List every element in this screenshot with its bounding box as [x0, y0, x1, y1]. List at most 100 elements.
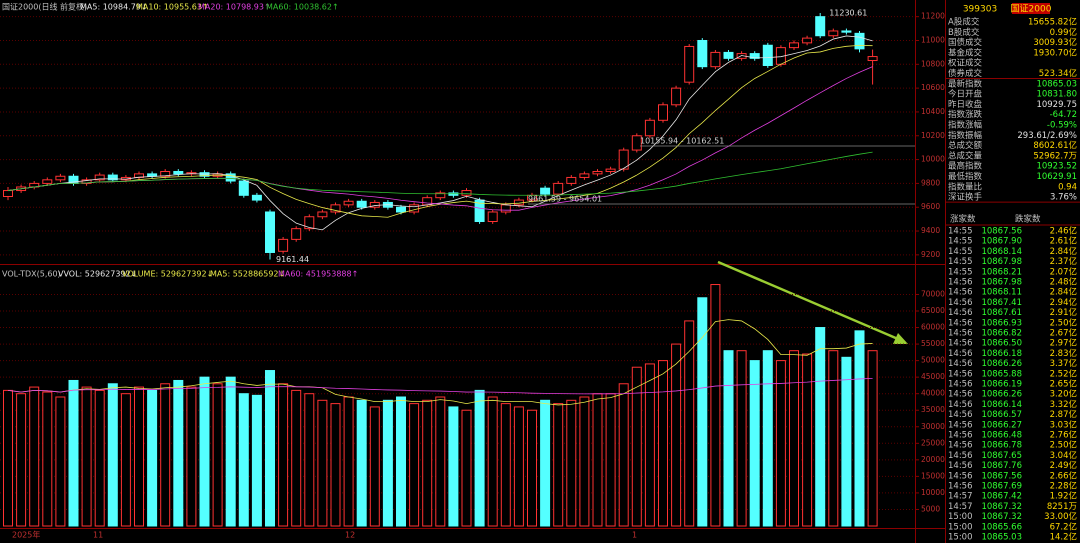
volume-bar [304, 393, 315, 527]
candle-body [592, 170, 603, 175]
volume-bar [841, 356, 852, 527]
candle-body [42, 179, 53, 184]
tick-price: 10867.98 [981, 257, 1022, 267]
candle-body [107, 174, 118, 181]
tick-time: 14:56 [948, 420, 973, 430]
volume-bar [513, 406, 524, 527]
tick-amount: 2.66亿 [1050, 470, 1077, 481]
quote-value: 3.76% [1050, 193, 1077, 203]
tick-time: 14:56 [948, 390, 973, 400]
quote-value: 10929.75 [1036, 100, 1077, 110]
volume-bar [199, 376, 210, 527]
tick-time: 14:56 [948, 471, 973, 481]
candle-body [815, 16, 826, 37]
volume-bar [579, 396, 590, 527]
quote-label: 最新指数 [948, 78, 983, 89]
tick-time: 14:56 [948, 400, 973, 410]
quote-label: 债券成交 [948, 68, 983, 79]
legend-entry: VOLUME: 529627392↓ [122, 270, 213, 279]
quote-label: 总成交额 [948, 140, 983, 151]
legend-entry: MA5: 10984.79↓ [80, 3, 148, 12]
quote-label: B股成交 [948, 27, 980, 38]
tick-price: 10867.56 [981, 227, 1022, 237]
tick-amount: 2.84亿 [1050, 246, 1077, 257]
tick-amount: 2.76亿 [1050, 430, 1077, 441]
tick-time: 14:56 [948, 359, 973, 369]
volume-bar [160, 383, 171, 527]
ma-line [7, 151, 873, 196]
tick-price: 10866.57 [981, 410, 1022, 420]
tick-time: 14:55 [948, 237, 973, 247]
volume-bar [225, 376, 236, 527]
quote-label: 指数量比 [948, 181, 982, 192]
quote-label: 最高指数 [948, 161, 983, 172]
candle-body [343, 200, 354, 206]
volume-bar [409, 403, 420, 527]
volume-bar [107, 383, 118, 527]
candle-body [802, 37, 813, 44]
volume-bar [265, 370, 275, 527]
tick-amount: 33.00亿 [1044, 511, 1077, 522]
y-tick-label: 10600 [921, 83, 945, 92]
volume-bar [120, 393, 131, 527]
candle-body [487, 211, 498, 223]
volume-bar [291, 389, 302, 527]
tick-price: 10868.21 [981, 267, 1022, 277]
tick-amount: 3.03亿 [1050, 419, 1077, 430]
candle-body [671, 87, 682, 106]
volume-bar [42, 391, 53, 527]
y-tick-label: 15000 [921, 471, 945, 480]
y-tick-label: 10000 [921, 488, 945, 497]
tick-price: 10867.41 [981, 298, 1022, 308]
tick-price: 10867.76 [981, 461, 1022, 471]
tick-amount: 14.2亿 [1050, 532, 1077, 543]
candle-body [330, 204, 341, 213]
quote-value: 15655.82亿 [1028, 17, 1077, 28]
candle-body [474, 199, 485, 223]
legend-entry: VVOL: 529627392↓ [58, 270, 137, 279]
annotation: 9661.59 - 9654.01 [528, 195, 602, 204]
candle-body [710, 51, 721, 68]
tick-amount: 2.28亿 [1050, 481, 1077, 492]
tick-time: 14:56 [948, 339, 973, 349]
volume-bar [527, 409, 537, 527]
low-label: 9161.44 [276, 255, 309, 264]
candle-body [238, 180, 249, 196]
tick-price: 10866.26 [981, 359, 1022, 369]
candle-body [658, 104, 668, 121]
tick-price: 10866.19 [981, 380, 1022, 390]
quote-value: 52962.7万 [1033, 151, 1077, 161]
candle-body [396, 206, 406, 213]
candle-body [251, 194, 262, 201]
tick-price: 10867.42 [981, 492, 1022, 502]
volume-bar [566, 399, 577, 527]
tick-price: 10866.78 [981, 441, 1022, 451]
candle-body [304, 216, 315, 230]
volume-bar [343, 396, 354, 527]
tick-price: 10868.14 [981, 247, 1022, 257]
volume-bar [251, 394, 262, 527]
quote-label: 指数振幅 [948, 130, 983, 141]
candle-body [749, 53, 760, 59]
quote-label: A股成交 [948, 17, 980, 28]
volume-bar [867, 350, 878, 527]
y-tick-label: 20000 [921, 455, 945, 464]
quote-label: 基金成交 [948, 47, 983, 58]
volume-bar [618, 383, 629, 527]
quote-label: 权证成交 [948, 58, 983, 69]
x-label: 1 [632, 531, 637, 540]
tick-price: 10866.82 [981, 329, 1022, 339]
candle-body [160, 170, 171, 177]
tick-price: 10868.11 [981, 288, 1022, 298]
volume-bar [775, 360, 786, 527]
volume-bar [605, 393, 616, 527]
tick-amount: 2.07亿 [1050, 266, 1077, 277]
tick-price: 10865.88 [981, 369, 1022, 379]
tick-time: 14:56 [948, 298, 973, 308]
candle-body [278, 238, 289, 252]
y-tick-label: 11200 [921, 12, 945, 21]
candle-body [55, 175, 66, 181]
tick-price: 10866.50 [981, 339, 1022, 349]
quote-name: 国证2000 [1011, 4, 1052, 15]
